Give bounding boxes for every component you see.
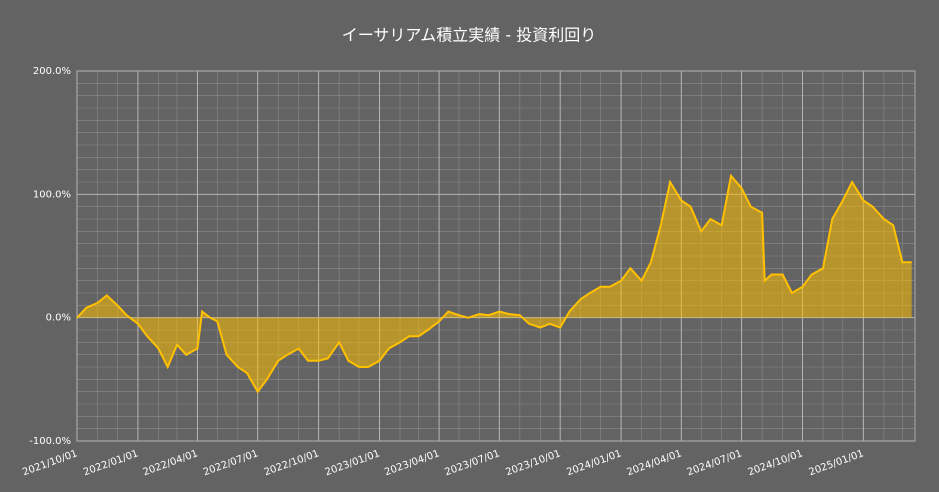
line [76, 173, 912, 394]
y-tick-label: 200.0% [33, 66, 71, 77]
y-tick-label: 100.0% [33, 189, 71, 200]
y-tick-label: 0.0% [46, 313, 71, 324]
chart-title: イーサリアム積立実績 - 投資利回り [342, 26, 597, 45]
y-tick-label: -100.0% [29, 436, 71, 447]
